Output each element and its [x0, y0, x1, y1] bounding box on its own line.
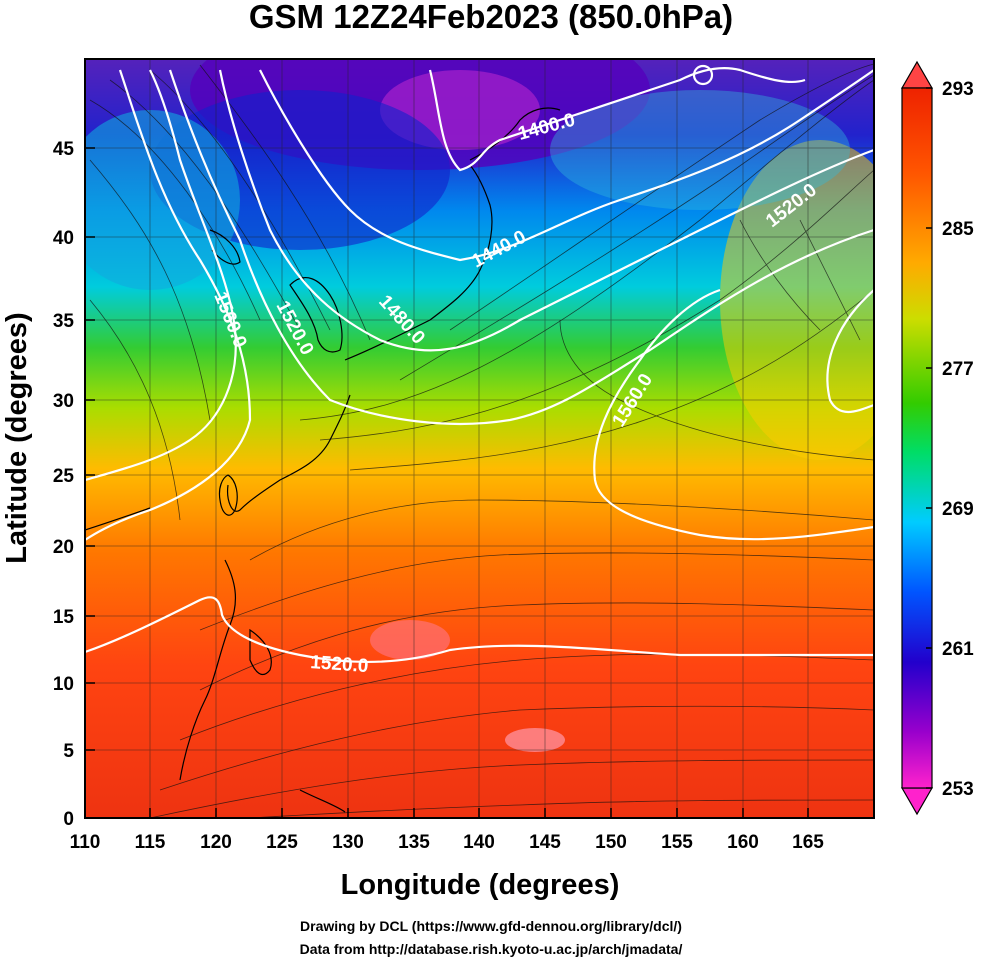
coastlines — [85, 107, 561, 813]
x-tick-label: 150 — [595, 832, 627, 853]
drawing-credit: Drawing by DCL (https://www.gfd-dennou.o… — [300, 918, 682, 934]
x-tick-label: 130 — [332, 832, 364, 853]
wind-streamlines — [89, 63, 874, 818]
x-tick-label: 165 — [792, 832, 824, 853]
colorbar-min-arrow — [900, 787, 934, 816]
colorbar-body — [901, 87, 933, 789]
colorbar-tick-label: 285 — [942, 219, 974, 240]
x-tick-label: 125 — [266, 832, 298, 853]
y-tick-label: 10 — [53, 674, 74, 695]
colorbar: 293 285 277 269 261 253 — [900, 60, 974, 816]
x-tick-labels: 110 115 120 125 130 135 140 145 150 155 … — [70, 832, 825, 853]
x-tick-label: 120 — [200, 832, 232, 853]
y-tick-label: 30 — [53, 391, 74, 412]
y-tick-label: 20 — [53, 537, 74, 558]
x-tick-label: 155 — [661, 832, 693, 853]
colorbar-max-arrow — [900, 60, 934, 89]
data-credit: Data from http://database.rish.kyoto-u.a… — [299, 941, 683, 957]
colorbar-tick-label: 293 — [942, 79, 974, 100]
height-contours — [85, 64, 874, 664]
tick-marks — [84, 147, 809, 819]
y-tick-label: 15 — [53, 607, 75, 628]
contour-label-1520-c: 1520.0 — [310, 652, 369, 677]
y-tick-label: 40 — [53, 228, 74, 249]
x-tick-label: 140 — [463, 832, 495, 853]
y-tick-label: 0 — [63, 809, 74, 830]
x-tick-label: 160 — [727, 832, 759, 853]
x-tick-label: 110 — [70, 832, 101, 853]
colorbar-tick-label: 277 — [942, 359, 974, 380]
colorbar-tick-label: 261 — [942, 639, 974, 660]
x-tick-label: 115 — [135, 832, 166, 853]
map-title: GSM 12Z24Feb2023 (850.0hPa) — [248, 0, 734, 35]
x-axis-title: Longitude (degrees) — [341, 869, 620, 901]
x-tick-label: 135 — [398, 832, 430, 853]
colorbar-tick-label: 269 — [942, 499, 974, 520]
colorbar-tick-label: 253 — [942, 779, 974, 800]
temperature-field — [85, 59, 874, 818]
y-axis-title: Latitude (degrees) — [1, 312, 33, 563]
graticule — [85, 58, 874, 818]
y-tick-label: 5 — [63, 741, 74, 762]
y-tick-label: 25 — [53, 466, 75, 487]
y-tick-labels: 0 5 10 15 20 25 30 35 40 45 — [53, 139, 75, 830]
y-tick-label: 35 — [53, 311, 75, 332]
x-tick-label: 145 — [529, 832, 561, 853]
y-tick-label: 45 — [53, 139, 75, 160]
